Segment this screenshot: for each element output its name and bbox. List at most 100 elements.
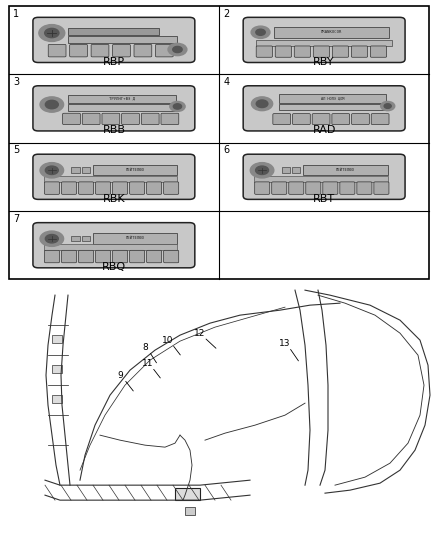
FancyBboxPatch shape bbox=[130, 182, 145, 195]
Bar bbox=[279, 94, 386, 103]
FancyBboxPatch shape bbox=[113, 182, 127, 195]
FancyBboxPatch shape bbox=[164, 251, 179, 263]
FancyBboxPatch shape bbox=[164, 182, 179, 195]
FancyBboxPatch shape bbox=[82, 113, 100, 125]
FancyBboxPatch shape bbox=[78, 251, 94, 263]
Bar bbox=[44, 245, 177, 250]
FancyBboxPatch shape bbox=[243, 154, 405, 199]
Text: 7: 7 bbox=[13, 214, 19, 224]
Text: ПЕЙТЕЛЮО: ПЕЙТЕЛЮО bbox=[336, 168, 355, 172]
FancyBboxPatch shape bbox=[78, 182, 94, 195]
Text: ПЕЙТЕЛЮО: ПЕЙТЕЛЮО bbox=[126, 168, 145, 172]
FancyBboxPatch shape bbox=[33, 86, 195, 131]
Bar bbox=[71, 167, 80, 173]
FancyBboxPatch shape bbox=[113, 251, 127, 263]
Circle shape bbox=[40, 163, 64, 178]
Text: 13: 13 bbox=[279, 338, 291, 348]
Bar bbox=[185, 507, 195, 515]
FancyBboxPatch shape bbox=[243, 86, 405, 131]
FancyBboxPatch shape bbox=[147, 182, 162, 195]
Bar bbox=[292, 167, 300, 173]
Text: 11: 11 bbox=[142, 359, 154, 368]
FancyBboxPatch shape bbox=[91, 44, 109, 57]
Circle shape bbox=[173, 104, 182, 109]
FancyBboxPatch shape bbox=[95, 182, 110, 195]
FancyBboxPatch shape bbox=[374, 182, 389, 195]
Text: 5: 5 bbox=[13, 146, 19, 156]
FancyBboxPatch shape bbox=[256, 46, 272, 57]
FancyBboxPatch shape bbox=[63, 113, 81, 125]
Circle shape bbox=[46, 166, 58, 174]
Bar bbox=[303, 165, 388, 175]
Circle shape bbox=[381, 101, 395, 111]
FancyBboxPatch shape bbox=[340, 182, 355, 195]
Bar bbox=[282, 167, 290, 173]
Text: ТРУЛНГ+ВЭ Д: ТРУЛНГ+ВЭ Д bbox=[109, 97, 135, 101]
FancyBboxPatch shape bbox=[33, 18, 195, 62]
FancyBboxPatch shape bbox=[352, 114, 369, 125]
FancyBboxPatch shape bbox=[357, 182, 372, 195]
FancyBboxPatch shape bbox=[102, 113, 120, 125]
Bar bbox=[68, 28, 159, 35]
FancyBboxPatch shape bbox=[243, 18, 405, 62]
Bar bbox=[256, 39, 392, 46]
FancyBboxPatch shape bbox=[161, 113, 179, 125]
Bar bbox=[274, 27, 389, 38]
FancyBboxPatch shape bbox=[61, 182, 77, 195]
FancyBboxPatch shape bbox=[332, 114, 350, 125]
Text: RBQ: RBQ bbox=[102, 262, 126, 272]
Bar bbox=[82, 236, 90, 241]
Text: ПRANКОСОR: ПRANКОСОR bbox=[321, 30, 343, 34]
Text: 4: 4 bbox=[223, 77, 230, 87]
Text: 9: 9 bbox=[117, 370, 123, 379]
Text: RBP: RBP bbox=[103, 57, 125, 67]
Bar bbox=[44, 176, 177, 182]
FancyBboxPatch shape bbox=[33, 223, 195, 268]
Circle shape bbox=[251, 97, 272, 111]
FancyBboxPatch shape bbox=[312, 114, 330, 125]
FancyBboxPatch shape bbox=[61, 251, 77, 263]
FancyBboxPatch shape bbox=[371, 114, 389, 125]
Text: 3: 3 bbox=[13, 77, 19, 87]
Circle shape bbox=[40, 97, 64, 112]
FancyBboxPatch shape bbox=[70, 44, 88, 57]
Bar bbox=[71, 236, 80, 241]
Text: ПЕЙТЕЛЮО: ПЕЙТЕЛЮО bbox=[126, 236, 145, 240]
FancyBboxPatch shape bbox=[113, 44, 131, 57]
Text: 1: 1 bbox=[13, 9, 19, 19]
Bar bbox=[279, 104, 386, 110]
Bar bbox=[254, 176, 388, 182]
FancyBboxPatch shape bbox=[371, 46, 387, 57]
FancyBboxPatch shape bbox=[293, 114, 310, 125]
Circle shape bbox=[256, 100, 268, 108]
FancyBboxPatch shape bbox=[155, 44, 173, 57]
FancyBboxPatch shape bbox=[306, 182, 321, 195]
Circle shape bbox=[170, 101, 185, 111]
Bar bbox=[68, 36, 177, 43]
Circle shape bbox=[384, 104, 391, 108]
FancyBboxPatch shape bbox=[95, 251, 110, 263]
FancyBboxPatch shape bbox=[272, 182, 287, 195]
FancyBboxPatch shape bbox=[48, 44, 66, 57]
FancyBboxPatch shape bbox=[275, 46, 291, 57]
Text: 12: 12 bbox=[194, 329, 206, 337]
Text: RBK: RBK bbox=[102, 194, 125, 204]
Circle shape bbox=[256, 166, 268, 174]
FancyBboxPatch shape bbox=[44, 182, 60, 195]
FancyBboxPatch shape bbox=[130, 251, 145, 263]
Bar bbox=[82, 167, 90, 173]
Circle shape bbox=[45, 28, 59, 38]
FancyBboxPatch shape bbox=[44, 251, 60, 263]
Bar bbox=[68, 104, 176, 111]
Bar bbox=[93, 233, 177, 244]
Text: АЛ НОЛЭ ЦОМ: АЛ НОЛЭ ЦОМ bbox=[321, 96, 344, 100]
Text: 10: 10 bbox=[162, 336, 174, 345]
Text: RBY: RBY bbox=[313, 57, 335, 67]
FancyBboxPatch shape bbox=[273, 114, 291, 125]
Circle shape bbox=[173, 46, 182, 53]
Bar bbox=[52, 335, 62, 343]
FancyBboxPatch shape bbox=[147, 251, 162, 263]
Circle shape bbox=[256, 29, 265, 35]
FancyBboxPatch shape bbox=[294, 46, 311, 57]
Circle shape bbox=[40, 231, 64, 246]
